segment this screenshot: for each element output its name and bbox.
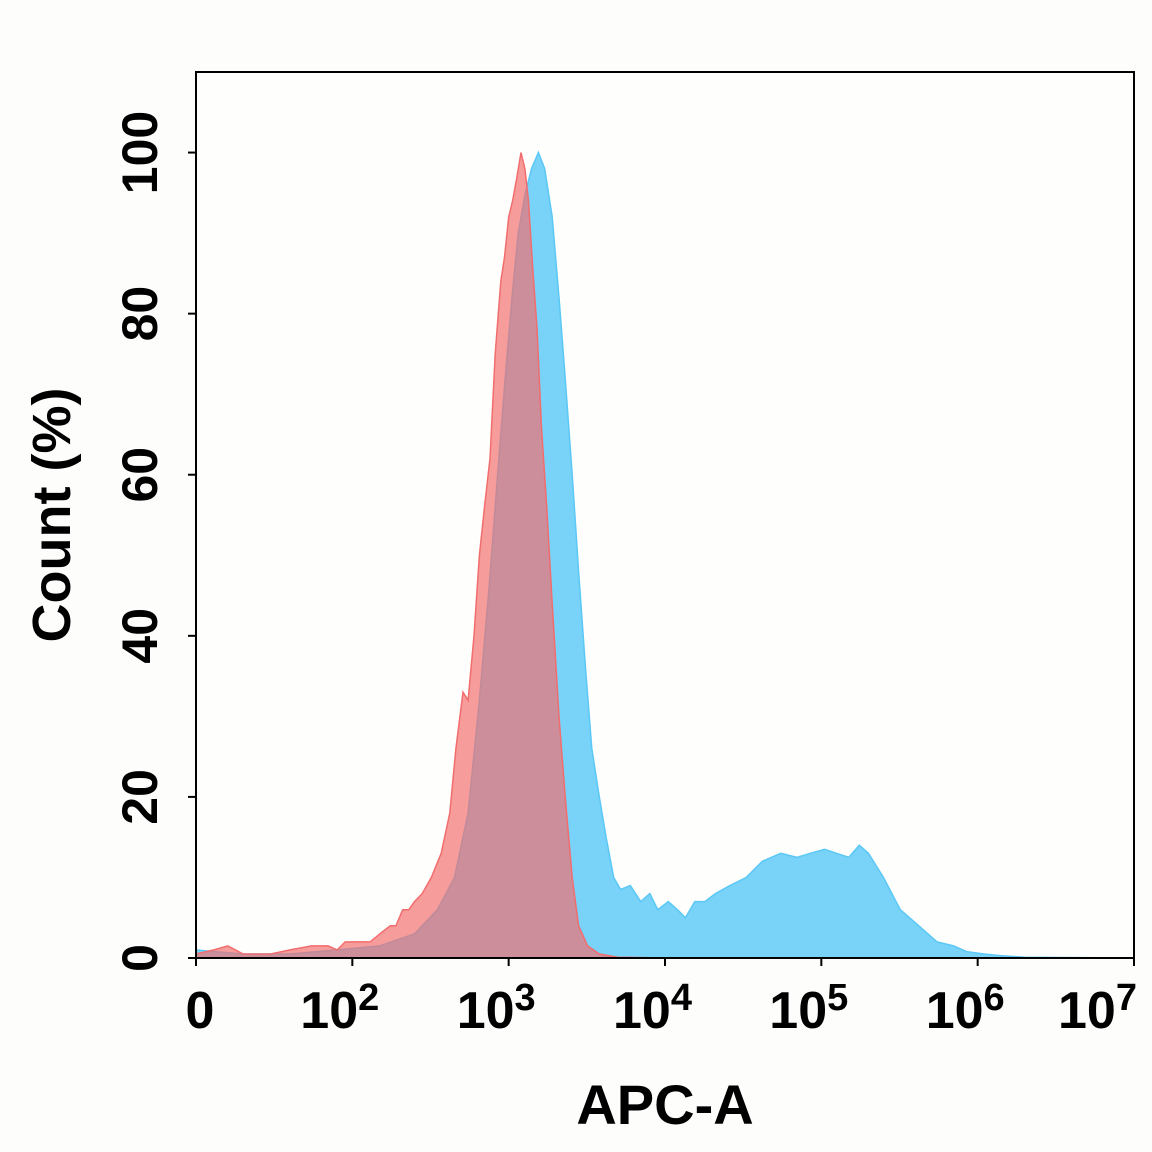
x-tick-label: 102 — [300, 977, 379, 1040]
y-tick-label: 100 — [112, 111, 168, 194]
plot-frame — [195, 71, 1135, 959]
y-tick-label: 60 — [112, 447, 168, 503]
y-axis-title: Count (%) — [22, 388, 82, 643]
x-axis-title: APC-A — [576, 1073, 753, 1136]
x-tick-label: 104 — [613, 977, 692, 1040]
y-tick-label: 40 — [112, 608, 168, 664]
y-tick-label: 0 — [112, 944, 168, 972]
x-tick-label: 0 — [186, 982, 215, 1040]
y-tick-label: 80 — [112, 286, 168, 342]
histogram-series-2 — [195, 152, 1134, 959]
series-layer — [195, 150, 1135, 959]
plot-area-background — [196, 72, 1134, 958]
y-tick-label: 20 — [112, 769, 168, 825]
x-tick-label: 103 — [457, 977, 536, 1040]
x-tick-label: 106 — [926, 977, 1005, 1040]
tick-layer: 0 20 40 60 80 100 0 102 103 104 105 106 107 — [112, 111, 1137, 1040]
x-tick-label: 107 — [1058, 977, 1137, 1040]
x-tick-label: 105 — [769, 977, 848, 1040]
